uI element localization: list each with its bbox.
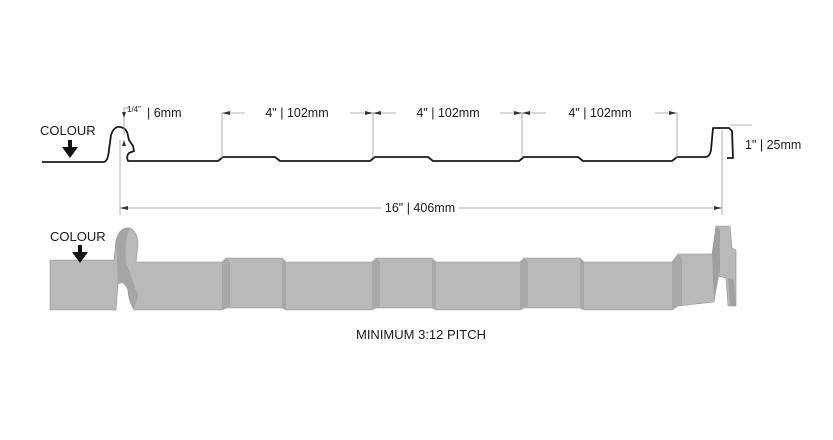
rib-spacing-label-3: 4" | 102mm (568, 106, 631, 120)
down-arrow-icon (62, 140, 78, 158)
down-arrow-icon (72, 245, 88, 263)
quarter-inch-label: 1/4" (127, 105, 141, 114)
six-mm-label: | 6mm (147, 106, 182, 120)
colour-label-top: COLOUR (40, 123, 96, 138)
colour-label-bottom: COLOUR (50, 229, 106, 244)
dimension-lines (119, 107, 752, 215)
rib-spacing-label-1: 4" | 102mm (265, 106, 328, 120)
coverage-label: 16" | 406mm (385, 201, 455, 215)
rib-spacing-label-2: 4" | 102mm (416, 106, 479, 120)
height-label: 1" | 25mm (745, 138, 801, 152)
panel-3d-view (49, 225, 737, 311)
pitch-label: MINIMUM 3:12 PITCH (356, 327, 486, 342)
profile-outline (42, 126, 734, 163)
